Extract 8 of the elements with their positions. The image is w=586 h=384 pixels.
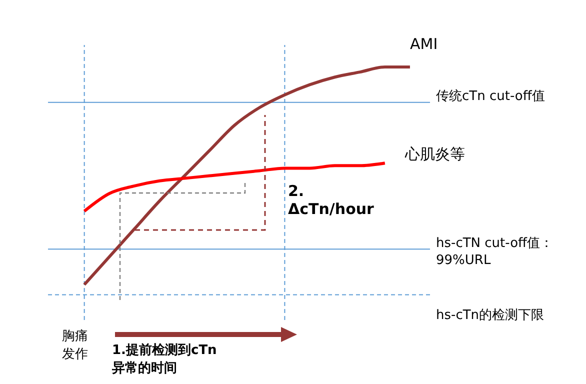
series-label: AMI — [410, 35, 438, 53]
ref-line-label: 传统cTn cut-off值 — [436, 88, 545, 106]
series-label: 心肌炎等 — [405, 145, 465, 164]
ref-line-label: hs-cTN cut-off值： 99%URL — [436, 235, 553, 270]
text: 胸痛发作 — [62, 328, 89, 364]
annotation: 2. ΔcTn/hour — [288, 182, 374, 218]
ref-line-label: hs-cTn的检测下限 — [436, 306, 544, 324]
text: 1.提前检测到cTn 异常的时间 — [112, 342, 217, 378]
